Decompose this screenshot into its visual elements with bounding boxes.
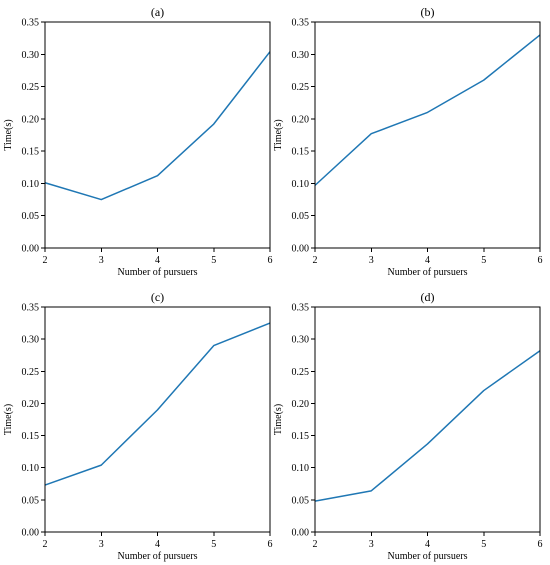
panel-c-y-tick-label: 0.30 [22,335,40,346]
panel-d: (d) 2 3 4 5 6 0.00 0.05 0.10 0.15 0.20 0.25 0.30 0.35… [273,290,543,562]
panel-b-y-axis-label: Time(s) [273,119,284,150]
panel-b-y-tick-label: 0.30 [292,50,310,61]
panel-a-x-tick-label: 3 [99,255,104,266]
panel-c-x-tick-label: 3 [99,539,104,550]
panel-b-y-tick-label: 0.05 [292,211,310,222]
panel-a-frame [44,21,271,249]
panel-d-x-tick-label: 5 [481,539,486,550]
panel-c-y-tick-label: 0.35 [22,303,40,314]
panel-c-title: (c) [151,290,164,304]
panel-d-y-tick-label: 0.30 [292,335,310,346]
panel-c-y-tick-label: 0.15 [22,431,40,442]
panel-a-y-tick-label: 0.10 [22,179,40,190]
panel-a-x-tick-label: 5 [211,255,216,266]
panel-c-x-tick-label: 5 [211,539,216,550]
panel-a: (a) 2 3 4 5 6 0.00 0.05 0.10 0.15 0.20 0.25 0.30 0.35… [3,5,273,278]
panel-d-x-tick-label: 2 [313,539,318,550]
panel-c-y-axis-label: Time(s) [3,404,14,435]
panel-a-series-line [44,51,271,201]
panel-b-y-tick-label: 0.25 [292,82,310,93]
panel-b-y-tick-label: 0.00 [292,244,310,255]
panel-a-y-tick-label: 0.15 [22,147,40,158]
panel-d-series-line [314,350,541,502]
panel-c-x-axis-label: Number of pursuers [118,551,198,562]
panel-c-x-tick-label: 6 [268,539,273,550]
panel-c-y-tick-label: 0.10 [22,463,40,474]
panel-c-x-tick-label: 4 [155,539,160,550]
panel-d-y-tick-label: 0.15 [292,431,310,442]
panel-c-x-tick-label: 2 [43,539,48,550]
panel-d-x-tick-label: 6 [538,539,543,550]
panel-b-y-tick-label: 0.20 [292,114,310,125]
panel-d-x-axis-label: Number of pursuers [388,551,468,562]
panel-d-y-tick-label: 0.25 [292,367,310,378]
panel-a-y-tick-label: 0.00 [22,244,40,255]
panel-a-y-tick-label: 0.05 [22,211,40,222]
panel-a-x-axis-label: Number of pursuers [118,267,198,278]
panel-a-y-axis-label: Time(s) [3,119,14,150]
panel-d-frame [314,306,541,533]
panel-a-y-tick-label: 0.35 [22,18,40,29]
panel-b-y-tick-label: 0.35 [292,18,310,29]
panel-c: (c) 2 3 4 5 6 0.00 0.05 0.10 0.15 0.20 0.25 0.30 0.35… [3,290,273,562]
panel-d-y-tick-label: 0.35 [292,303,310,314]
panel-b-y-tick-label: 0.15 [292,147,310,158]
panel-c-series-line [44,322,271,486]
panel-a-x-tick-label: 4 [155,255,160,266]
panel-c-y-tick-label: 0.05 [22,495,40,506]
panel-d-x-tick-label: 4 [425,539,430,550]
panel-d-title: (d) [421,290,435,304]
panel-d-y-tick-label: 0.05 [292,495,310,506]
panel-d-y-tick-label: 0.00 [292,528,310,539]
panel-b-x-tick-label: 6 [538,255,543,266]
panel-b-frame [314,21,541,249]
panel-b-x-tick-label: 3 [369,255,374,266]
panel-b-x-axis-label: Number of pursuers [388,267,468,278]
panel-a-y-tick-label: 0.30 [22,50,40,61]
panel-b-y-tick-label: 0.10 [292,179,310,190]
panel-c-frame [44,306,271,533]
panel-b-x-tick-label: 2 [313,255,318,266]
panel-d-y-axis-label: Time(s) [273,404,284,435]
panel-b-x-tick-label: 4 [425,255,430,266]
panel-a-title: (a) [151,5,164,19]
panel-d-y-tick-label: 0.10 [292,463,310,474]
panel-a-y-tick-label: 0.25 [22,82,40,93]
panel-a-y-tick-label: 0.20 [22,114,40,125]
panel-c-y-tick-label: 0.00 [22,528,40,539]
panel-d-x-tick-label: 3 [369,539,374,550]
panel-b: (b) 2 3 4 5 6 0.00 0.05 0.10 0.15 0.20 0.25 0.30 0.35… [273,5,543,278]
panel-a-x-tick-label: 6 [268,255,273,266]
panel-b-series-line [314,34,541,186]
panel-b-title: (b) [421,5,435,19]
panel-c-y-tick-label: 0.20 [22,399,40,410]
panel-c-y-tick-label: 0.25 [22,367,40,378]
panel-d-y-tick-label: 0.20 [292,399,310,410]
panel-b-x-tick-label: 5 [481,255,486,266]
panel-a-x-tick-label: 2 [43,255,48,266]
